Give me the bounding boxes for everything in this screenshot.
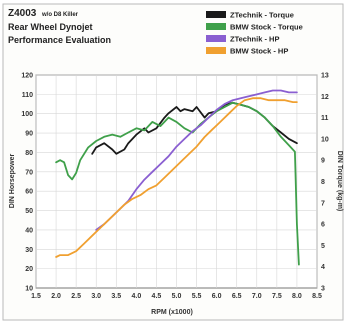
legend-swatch	[206, 47, 226, 54]
series-line-4	[55, 97, 298, 258]
y-right-tick-label: 6	[321, 222, 325, 229]
y-left-tick-label: 20	[25, 266, 33, 273]
chart-subtitle-line1: Rear Wheel Dynojet	[8, 22, 93, 32]
x-tick-label: 8.5	[312, 293, 322, 300]
x-tick-label: 4.0	[131, 293, 141, 300]
x-tick-label: 5.0	[172, 293, 182, 300]
y-axis-left-title: DIN Horsepower	[9, 154, 16, 209]
legend-label: BMW Stock - Torque	[230, 23, 303, 32]
chart-title: Z4003	[8, 8, 37, 19]
x-tick-label: 2.0	[51, 293, 61, 300]
y-left-tick-label: 70	[25, 169, 33, 176]
y-left-tick-label: 80	[25, 150, 33, 157]
series-layer	[55, 89, 300, 266]
ticks-layer: 1.5 2.0 2.5 3.0 3.5 4.0 4.5 5.0 5.5 6.0 6.5 7.0 7.5 8…	[21, 73, 329, 301]
y-left-tick-label: 60	[25, 189, 33, 196]
legend-swatch	[206, 35, 226, 42]
x-tick-label: 3.5	[111, 293, 121, 300]
x-tick-label: 2.5	[71, 293, 81, 300]
y-left-tick-label: 110	[22, 92, 33, 99]
x-tick-label: 3.0	[91, 293, 101, 300]
legend-swatch	[206, 11, 226, 18]
y-right-tick-label: 8	[321, 179, 325, 186]
legend-label: ZTechnik - Torque	[230, 11, 294, 20]
y-left-tick-label: 100	[21, 111, 33, 118]
y-right-tick-label: 3	[321, 286, 325, 293]
y-right-tick-label: 9	[321, 158, 325, 165]
y-right-tick-label: 7	[321, 200, 325, 207]
y-right-tick-label: 5	[321, 243, 325, 250]
legend-swatch	[206, 23, 226, 30]
x-tick-label: 8.0	[292, 293, 302, 300]
y-right-tick-label: 12	[321, 94, 329, 101]
x-tick-label: 5.5	[192, 293, 202, 300]
y-right-tick-label: 4	[321, 264, 325, 271]
grid-layer	[35, 74, 318, 288]
chart-title-note: w/o D8 Killer	[41, 12, 79, 18]
x-tick-label: 4.5	[152, 293, 162, 300]
x-tick-label: 1.5	[31, 293, 41, 300]
y-left-tick-label: 40	[25, 227, 33, 234]
series-line-2	[55, 101, 300, 266]
series-line-3	[95, 89, 298, 231]
x-tick-label: 6.5	[232, 293, 242, 300]
x-tick-label: 7.5	[272, 293, 282, 300]
y-left-tick-label: 30	[25, 247, 33, 254]
legend-label: BMW Stock - HP	[230, 47, 288, 56]
y-left-tick-label: 50	[25, 208, 33, 215]
y-axis-right-title: DIN Torque (kg-m)	[336, 151, 343, 212]
y-left-tick-label: 120	[21, 73, 33, 80]
y-right-tick-label: 11	[321, 115, 329, 122]
y-right-tick-label: 13	[321, 73, 329, 80]
y-right-tick-label: 10	[321, 136, 329, 143]
chart-legend: ZTechnik - Torque BMW Stock - Torque ZTech…	[206, 11, 303, 56]
x-axis-title: RPM (x1000)	[151, 309, 193, 316]
y-left-tick-label: 90	[25, 131, 33, 138]
chart-subtitle-line2: Performance Evaluation	[8, 35, 111, 45]
x-tick-label: 7.0	[252, 293, 262, 300]
y-left-tick-label: 10	[25, 286, 33, 293]
x-tick-label: 6.0	[212, 293, 222, 300]
legend-label: ZTechnik - HP	[230, 35, 279, 44]
